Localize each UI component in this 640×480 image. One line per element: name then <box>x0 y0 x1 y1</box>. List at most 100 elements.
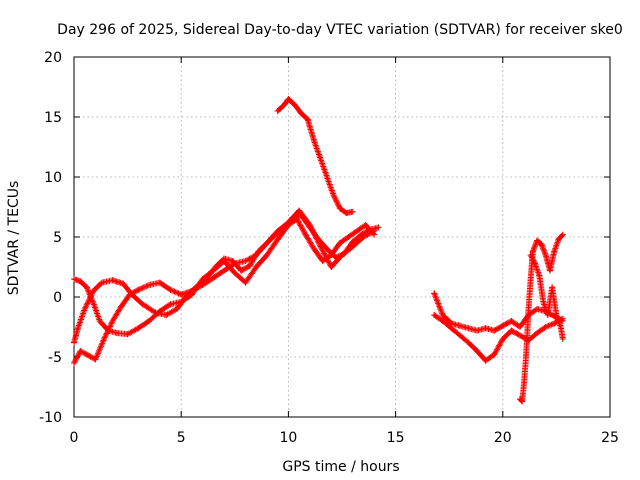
data-point <box>491 327 498 334</box>
data-point <box>555 236 562 243</box>
data-point <box>274 236 281 243</box>
data-point <box>90 300 97 306</box>
series-track-3 <box>71 207 378 366</box>
x-tick-label: 25 <box>601 430 619 446</box>
series-trace <box>274 96 355 216</box>
data-point <box>323 174 330 180</box>
data-point <box>371 228 378 234</box>
data-point <box>529 248 536 255</box>
data-point <box>75 324 82 330</box>
data-point <box>92 356 99 363</box>
data-point <box>253 252 260 258</box>
data-point <box>101 336 108 342</box>
series-track-4 <box>274 96 356 216</box>
data-point <box>345 234 352 240</box>
series-trace <box>71 216 377 338</box>
data-point <box>71 360 77 366</box>
data-point <box>336 240 343 246</box>
data-point <box>246 262 253 269</box>
grid <box>74 57 610 417</box>
data-point <box>519 398 526 405</box>
data-point <box>482 325 489 332</box>
data-point <box>551 248 558 255</box>
data-point <box>242 279 249 286</box>
y-tick-label: 5 <box>53 230 62 246</box>
data-point <box>242 258 249 264</box>
data-point <box>274 108 281 114</box>
x-tick-label: 20 <box>494 430 512 446</box>
data-point <box>521 378 528 384</box>
data-point <box>508 327 515 334</box>
x-tick-label: 0 <box>70 430 79 446</box>
data-point <box>221 267 228 274</box>
x-tick-label: 5 <box>177 430 186 446</box>
data-point <box>339 252 345 258</box>
series-track-8 <box>527 252 566 342</box>
series-trace <box>431 312 565 364</box>
data-point <box>71 276 77 282</box>
data-point <box>188 288 195 294</box>
data-point <box>120 280 127 287</box>
data-point <box>349 243 356 250</box>
data-point <box>536 272 543 279</box>
data-point <box>285 96 292 102</box>
data-point <box>302 231 309 238</box>
data-point <box>343 210 350 216</box>
data-point <box>523 348 530 354</box>
data-point <box>319 258 326 264</box>
data-point <box>163 312 170 318</box>
data-point <box>542 324 549 330</box>
data-point <box>534 330 541 336</box>
data-point <box>549 284 556 291</box>
data-point <box>296 207 303 214</box>
data-point <box>431 312 438 318</box>
data-point <box>538 241 545 248</box>
data-point <box>263 240 270 246</box>
data-point <box>311 246 318 252</box>
plot-frame <box>73 56 611 418</box>
data-point <box>527 276 534 282</box>
data-point <box>534 237 541 244</box>
data-point <box>81 306 88 312</box>
data-point <box>285 219 292 226</box>
data-point <box>178 298 185 305</box>
y-axis-label: SDTVAR / TECUs <box>6 181 22 296</box>
data-point <box>499 336 506 342</box>
y-tick-label: 20 <box>44 50 62 66</box>
data-point <box>135 325 142 332</box>
y-tick-label: 10 <box>44 170 62 186</box>
data-point <box>431 290 438 297</box>
data-point <box>167 301 174 308</box>
data-point <box>375 224 382 231</box>
series-trace <box>71 212 380 346</box>
data-point <box>491 351 498 358</box>
data-point <box>553 312 560 318</box>
data-point <box>118 303 125 310</box>
data-point <box>499 322 506 329</box>
data-point <box>317 156 324 162</box>
series-trace <box>71 207 376 366</box>
x-tick-label: 15 <box>387 430 405 446</box>
data-point <box>534 306 541 312</box>
data-point <box>146 318 153 324</box>
data-point <box>516 324 523 330</box>
data-point <box>527 252 534 258</box>
data-point <box>439 312 446 318</box>
data-point <box>516 332 523 339</box>
data-point <box>508 318 515 324</box>
data-point <box>531 260 538 267</box>
data-point <box>551 320 558 327</box>
data-point <box>231 270 238 276</box>
data-point <box>231 260 238 267</box>
x-tick-label: 10 <box>279 430 297 446</box>
series-track-6 <box>431 290 566 334</box>
data-point <box>167 286 174 293</box>
y-tick-label: -5 <box>48 350 62 366</box>
data-point <box>274 228 281 234</box>
data-point <box>109 277 116 284</box>
data-point <box>90 288 97 294</box>
data-point <box>525 306 532 312</box>
data-point <box>71 339 77 346</box>
data-point <box>210 274 217 281</box>
